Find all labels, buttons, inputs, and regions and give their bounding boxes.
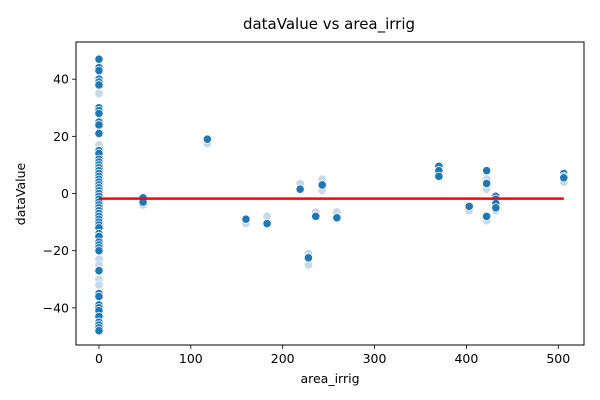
points-layer [94, 54, 569, 336]
x-tick-label: 300 [363, 351, 387, 366]
data-point [482, 211, 492, 221]
data-point [482, 166, 492, 176]
data-point [94, 326, 104, 336]
x-axis-ticks: 0 100 200 300 400 500 [95, 345, 570, 366]
y-tick-label: 20 [53, 129, 69, 144]
chart-title: dataValue vs area_irrig [243, 15, 415, 34]
data-point [295, 184, 305, 194]
data-point [94, 246, 104, 256]
data-point [482, 178, 492, 189]
data-point [317, 180, 327, 190]
y-tick-label: −20 [43, 243, 69, 258]
data-point [434, 171, 444, 181]
data-point [559, 173, 569, 183]
data-point [332, 213, 342, 223]
x-tick-label: 100 [179, 351, 203, 366]
data-point [202, 134, 212, 144]
data-point [94, 54, 104, 64]
y-tick-label: 0 [61, 186, 69, 201]
data-point [94, 120, 104, 130]
data-point [311, 211, 321, 221]
data-point [241, 214, 251, 224]
data-point [94, 128, 104, 139]
x-axis-label: area_irrig [300, 371, 359, 386]
y-tick-label: 40 [53, 72, 69, 87]
y-tick-label: −40 [43, 300, 69, 315]
x-tick-label: 400 [454, 351, 478, 366]
data-point [262, 218, 272, 229]
y-axis-ticks: −40 −20 0 20 40 [43, 72, 76, 315]
faint-point [94, 88, 104, 98]
faint-point [94, 280, 104, 290]
data-point [491, 203, 501, 213]
x-tick-label: 500 [546, 351, 570, 366]
y-axis-label: dataValue [13, 162, 28, 225]
data-point [94, 108, 104, 119]
x-tick-label: 0 [95, 351, 103, 366]
data-point [94, 80, 104, 90]
data-point [94, 266, 104, 276]
data-point [303, 253, 314, 263]
x-tick-label: 200 [271, 351, 295, 366]
data-point [94, 65, 104, 76]
data-point [94, 291, 104, 302]
data-point [464, 201, 474, 211]
